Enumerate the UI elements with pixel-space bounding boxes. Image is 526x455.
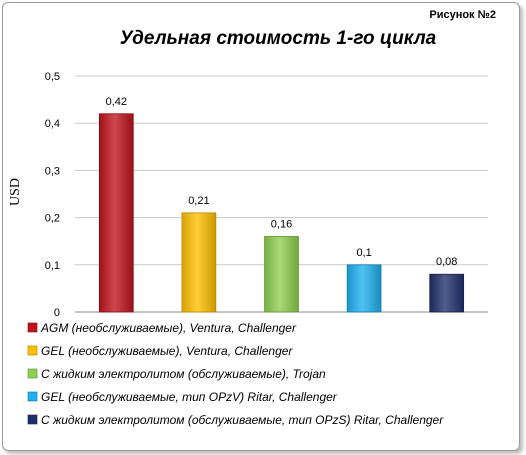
legend-swatch — [27, 391, 38, 402]
legend-swatch — [27, 345, 38, 356]
legend-swatch — [27, 322, 38, 333]
data-label: 0,1 — [356, 247, 371, 259]
y-tick-label: 0 — [54, 307, 60, 319]
legend-swatch — [27, 368, 38, 379]
y-tick-label: 0,5 — [45, 71, 60, 83]
gridlines — [75, 75, 488, 266]
bar — [346, 264, 382, 313]
y-tick-label: 0,1 — [45, 260, 60, 272]
data-label: 0,08 — [436, 256, 457, 268]
y-tick-label: 0,2 — [45, 213, 60, 225]
bar — [429, 273, 465, 313]
y-tick-label: 0,3 — [45, 165, 60, 177]
bars — [98, 113, 465, 313]
y-axis-label: USD — [8, 178, 23, 206]
chart-frame — [2, 2, 520, 451]
legend: AGM (необслуживаемые), Ventura, Challeng… — [27, 321, 444, 427]
bar — [264, 236, 299, 313]
legend-entry: AGM (необслуживаемые), Ventura, Challeng… — [40, 321, 297, 335]
y-axis-ticks: 0 0,1 0,2 0,3 0,4 0,5 — [45, 71, 60, 319]
bar — [98, 113, 134, 313]
legend-entry: GEL (необслуживаемые, тип OPzV) Ritar, C… — [41, 390, 338, 404]
legend-entry: С жидким электролитом (обслуживаемые), T… — [41, 367, 326, 381]
legend-entry: С жидким электролитом (обслуживаемые, ти… — [41, 413, 444, 427]
legend-entry: GEL (необслуживаемые), Ventura, Challeng… — [41, 344, 293, 358]
data-labels: 0,42 0,21 0,16 0,1 0,08 — [106, 96, 458, 268]
y-tick-label: 0,4 — [45, 118, 60, 130]
bar — [181, 212, 217, 313]
chart-title: Удельная стоимость 1-го цикла — [120, 28, 437, 49]
data-label: 0,42 — [106, 96, 127, 108]
figure-label: Рисунок №2 — [429, 9, 496, 21]
legend-swatch — [27, 414, 38, 425]
data-label: 0,21 — [188, 195, 209, 207]
data-label: 0,16 — [271, 218, 292, 230]
